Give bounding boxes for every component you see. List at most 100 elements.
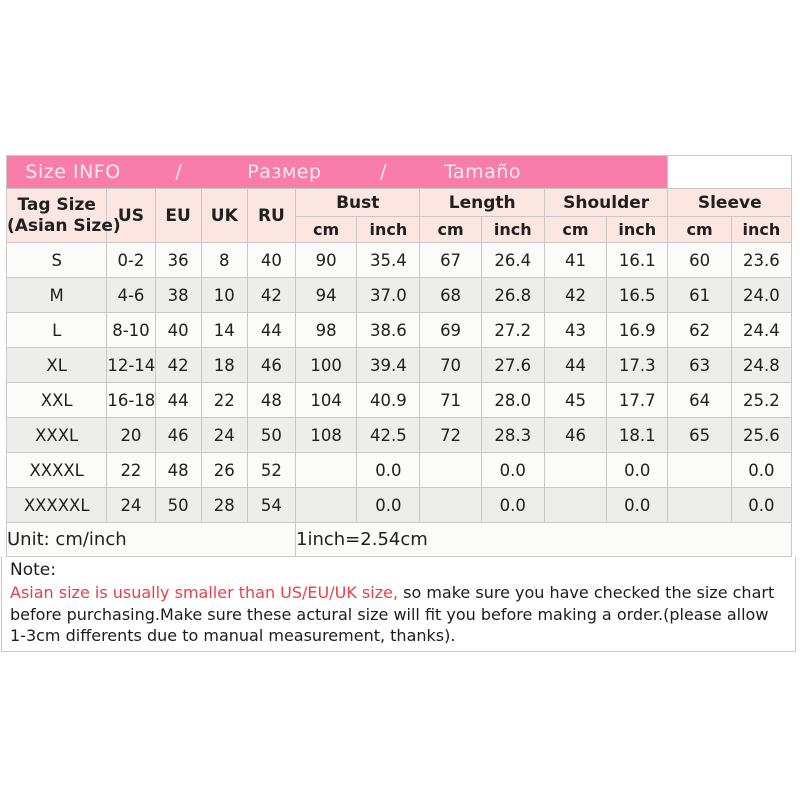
header-us: US [106, 188, 156, 243]
cell-sleeve-cm [667, 487, 732, 523]
cell-bust-inch: 42.5 [356, 417, 421, 453]
cell-sleeve-inch: 25.2 [730, 382, 793, 418]
cell-shoulder-inch: 16.1 [606, 242, 669, 278]
cell-length-cm [419, 452, 482, 488]
header-bust: Bust [295, 188, 421, 217]
note-line-2: before purchasing.Make sure these actura… [10, 604, 769, 624]
cell-uk: 28 [200, 487, 248, 523]
cell-shoulder-cm: 44 [543, 347, 608, 383]
cell-uk: 8 [200, 242, 248, 278]
table-row-xxxxxl: XXXXXL 24 50 28 54 0.0 0.0 0.0 0.0 [5, 487, 793, 523]
cell-length-cm: 68 [419, 277, 482, 313]
cell-length-inch: 27.6 [480, 347, 545, 383]
cell-eu: 38 [154, 277, 202, 313]
header-length-cm: cm [419, 216, 482, 243]
title-band-row: Size INFO / Размер / Tamaño [5, 155, 792, 189]
cell-shoulder-inch: 0.0 [606, 452, 669, 488]
cell-size: S [5, 242, 108, 278]
cell-us: 12-14 [106, 347, 156, 383]
cell-length-cm: 70 [419, 347, 482, 383]
table-row-xxxl: XXXL 20 46 24 50 108 42.5 72 28.3 46 18.1 65 25.6 [5, 417, 793, 453]
cell-length-inch: 26.4 [480, 242, 545, 278]
header-tag-size: Tag Size (Asian Size) [5, 188, 121, 243]
cell-length-inch: 27.2 [480, 312, 545, 348]
cell-length-inch: 28.0 [480, 382, 545, 418]
cell-us: 16-18 [106, 382, 156, 418]
cell-sleeve-inch: 24.0 [730, 277, 793, 313]
cell-size: XXXL [5, 417, 108, 453]
cell-ru: 42 [246, 277, 297, 313]
cell-uk: 18 [200, 347, 248, 383]
cell-sleeve-cm [667, 452, 732, 488]
cell-shoulder-cm: 46 [543, 417, 608, 453]
cell-shoulder-cm: 43 [543, 312, 608, 348]
header-row-sub: cm inch cm inch cm inch cm inch [7, 216, 793, 243]
cell-bust-inch: 38.6 [356, 312, 421, 348]
cell-length-cm: 67 [419, 242, 482, 278]
cell-sleeve-inch: 24.8 [730, 347, 793, 383]
cell-shoulder-cm: 42 [543, 277, 608, 313]
cell-eu: 36 [154, 242, 202, 278]
cell-bust-cm: 100 [295, 347, 358, 383]
cell-uk: 14 [200, 312, 248, 348]
cell-shoulder-inch: 16.5 [606, 277, 669, 313]
note-line-3: 1-3cm differents due to manual measureme… [10, 626, 456, 645]
cell-size: XL [5, 347, 108, 383]
table-row-m: M 4-6 38 10 42 94 37.0 68 26.8 42 16.5 61 24.0 [5, 277, 793, 313]
header-sleeve: Sleeve [667, 188, 792, 217]
cell-shoulder-inch: 17.3 [606, 347, 669, 383]
note-block: Note: Asian size is usually smaller than… [1, 557, 796, 652]
cell-eu: 42 [154, 347, 202, 383]
cell-bust-cm [295, 452, 358, 488]
cell-shoulder-cm: 41 [543, 242, 608, 278]
cell-sleeve-cm: 64 [667, 382, 732, 418]
title-band-empty-cell [667, 155, 792, 189]
cell-us: 22 [106, 452, 156, 488]
cell-shoulder-inch: 16.9 [606, 312, 669, 348]
note-line-1: Asian size is usually smaller than US/EU… [10, 582, 795, 604]
table-row-xxxxl: XXXXL 22 48 26 52 0.0 0.0 0.0 0.0 [5, 452, 793, 488]
cell-ru: 50 [246, 417, 297, 453]
cell-shoulder-cm: 45 [543, 382, 608, 418]
cell-length-inch: 0.0 [480, 452, 545, 488]
cell-size: XXXXXL [5, 487, 108, 523]
header-sleeve-inch: inch [730, 216, 793, 243]
size-chart-sheet: Size INFO / Размер / Tamaño Tag Size (As… [1, 155, 796, 652]
cell-shoulder-cm [543, 452, 608, 488]
cell-sleeve-inch: 24.4 [730, 312, 793, 348]
cell-length-inch: 0.0 [480, 487, 545, 523]
cell-uk: 22 [200, 382, 248, 418]
cell-sleeve-cm: 62 [667, 312, 732, 348]
cell-ru: 52 [246, 452, 297, 488]
title-band: Size INFO / Размер / Tamaño [5, 155, 669, 189]
cell-ru: 48 [246, 382, 297, 418]
cell-bust-cm [295, 487, 358, 523]
cell-length-inch: 28.3 [480, 417, 545, 453]
cell-eu: 50 [154, 487, 202, 523]
cell-bust-inch: 35.4 [356, 242, 421, 278]
title-slash-2: / [380, 161, 387, 183]
size-chart-table: Size INFO / Размер / Tamaño Tag Size (As… [5, 155, 793, 557]
cell-bust-inch: 0.0 [356, 487, 421, 523]
table-row-xl: XL 12-14 42 18 46 100 39.4 70 27.6 44 17.3 63 24.8 [5, 347, 793, 383]
cell-eu: 40 [154, 312, 202, 348]
cell-length-inch: 26.8 [480, 277, 545, 313]
header-ru: RU [246, 188, 297, 243]
cell-size: XXL [5, 382, 108, 418]
cell-uk: 10 [200, 277, 248, 313]
unit-conversion: 1inch=2.54cm [295, 522, 792, 557]
header-bust-cm: cm [295, 216, 358, 243]
header-shoulder-cm: cm [543, 216, 608, 243]
cell-length-cm [419, 487, 482, 523]
cell-us: 4-6 [106, 277, 156, 313]
cell-us: 20 [106, 417, 156, 453]
cell-us: 0-2 [106, 242, 156, 278]
cell-bust-inch: 37.0 [356, 277, 421, 313]
unit-row: Unit: cm/inch 1inch=2.54cm [5, 522, 792, 557]
header-length-inch: inch [480, 216, 545, 243]
cell-shoulder-inch: 17.7 [606, 382, 669, 418]
header-shoulder-inch: inch [606, 216, 669, 243]
cell-length-cm: 71 [419, 382, 482, 418]
header-length: Length [419, 188, 545, 217]
cell-bust-inch: 0.0 [356, 452, 421, 488]
